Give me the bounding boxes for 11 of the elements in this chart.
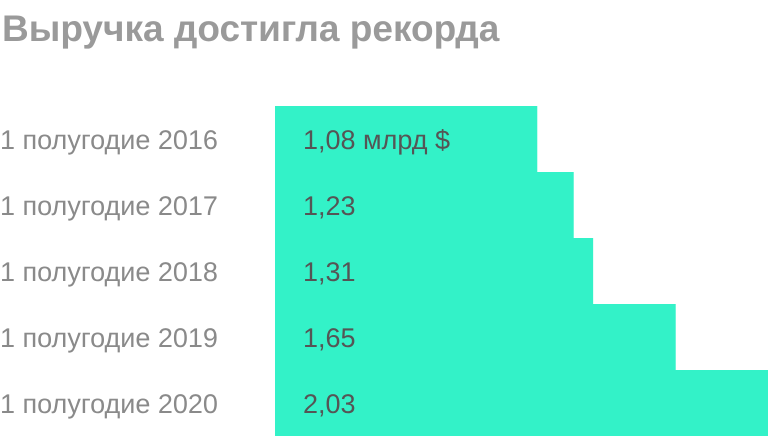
data-label: 2,03: [303, 389, 356, 419]
data-label: 1,65: [303, 323, 356, 353]
data-label: 1,08 млрд $: [303, 125, 450, 155]
y-tick-label: 1 полугодие 2018: [0, 257, 218, 287]
chart-title: Выручка достигла рекорда: [2, 8, 500, 50]
y-tick-label: 1 полугодие 2016: [0, 125, 218, 155]
y-tick-label: 1 полугодие 2019: [0, 323, 218, 353]
data-label: 1,23: [303, 191, 356, 221]
y-tick-label: 1 полугодие 2017: [0, 191, 218, 221]
y-tick-label: 1 полугодие 2020: [0, 389, 218, 419]
data-label: 1,31: [303, 257, 356, 287]
